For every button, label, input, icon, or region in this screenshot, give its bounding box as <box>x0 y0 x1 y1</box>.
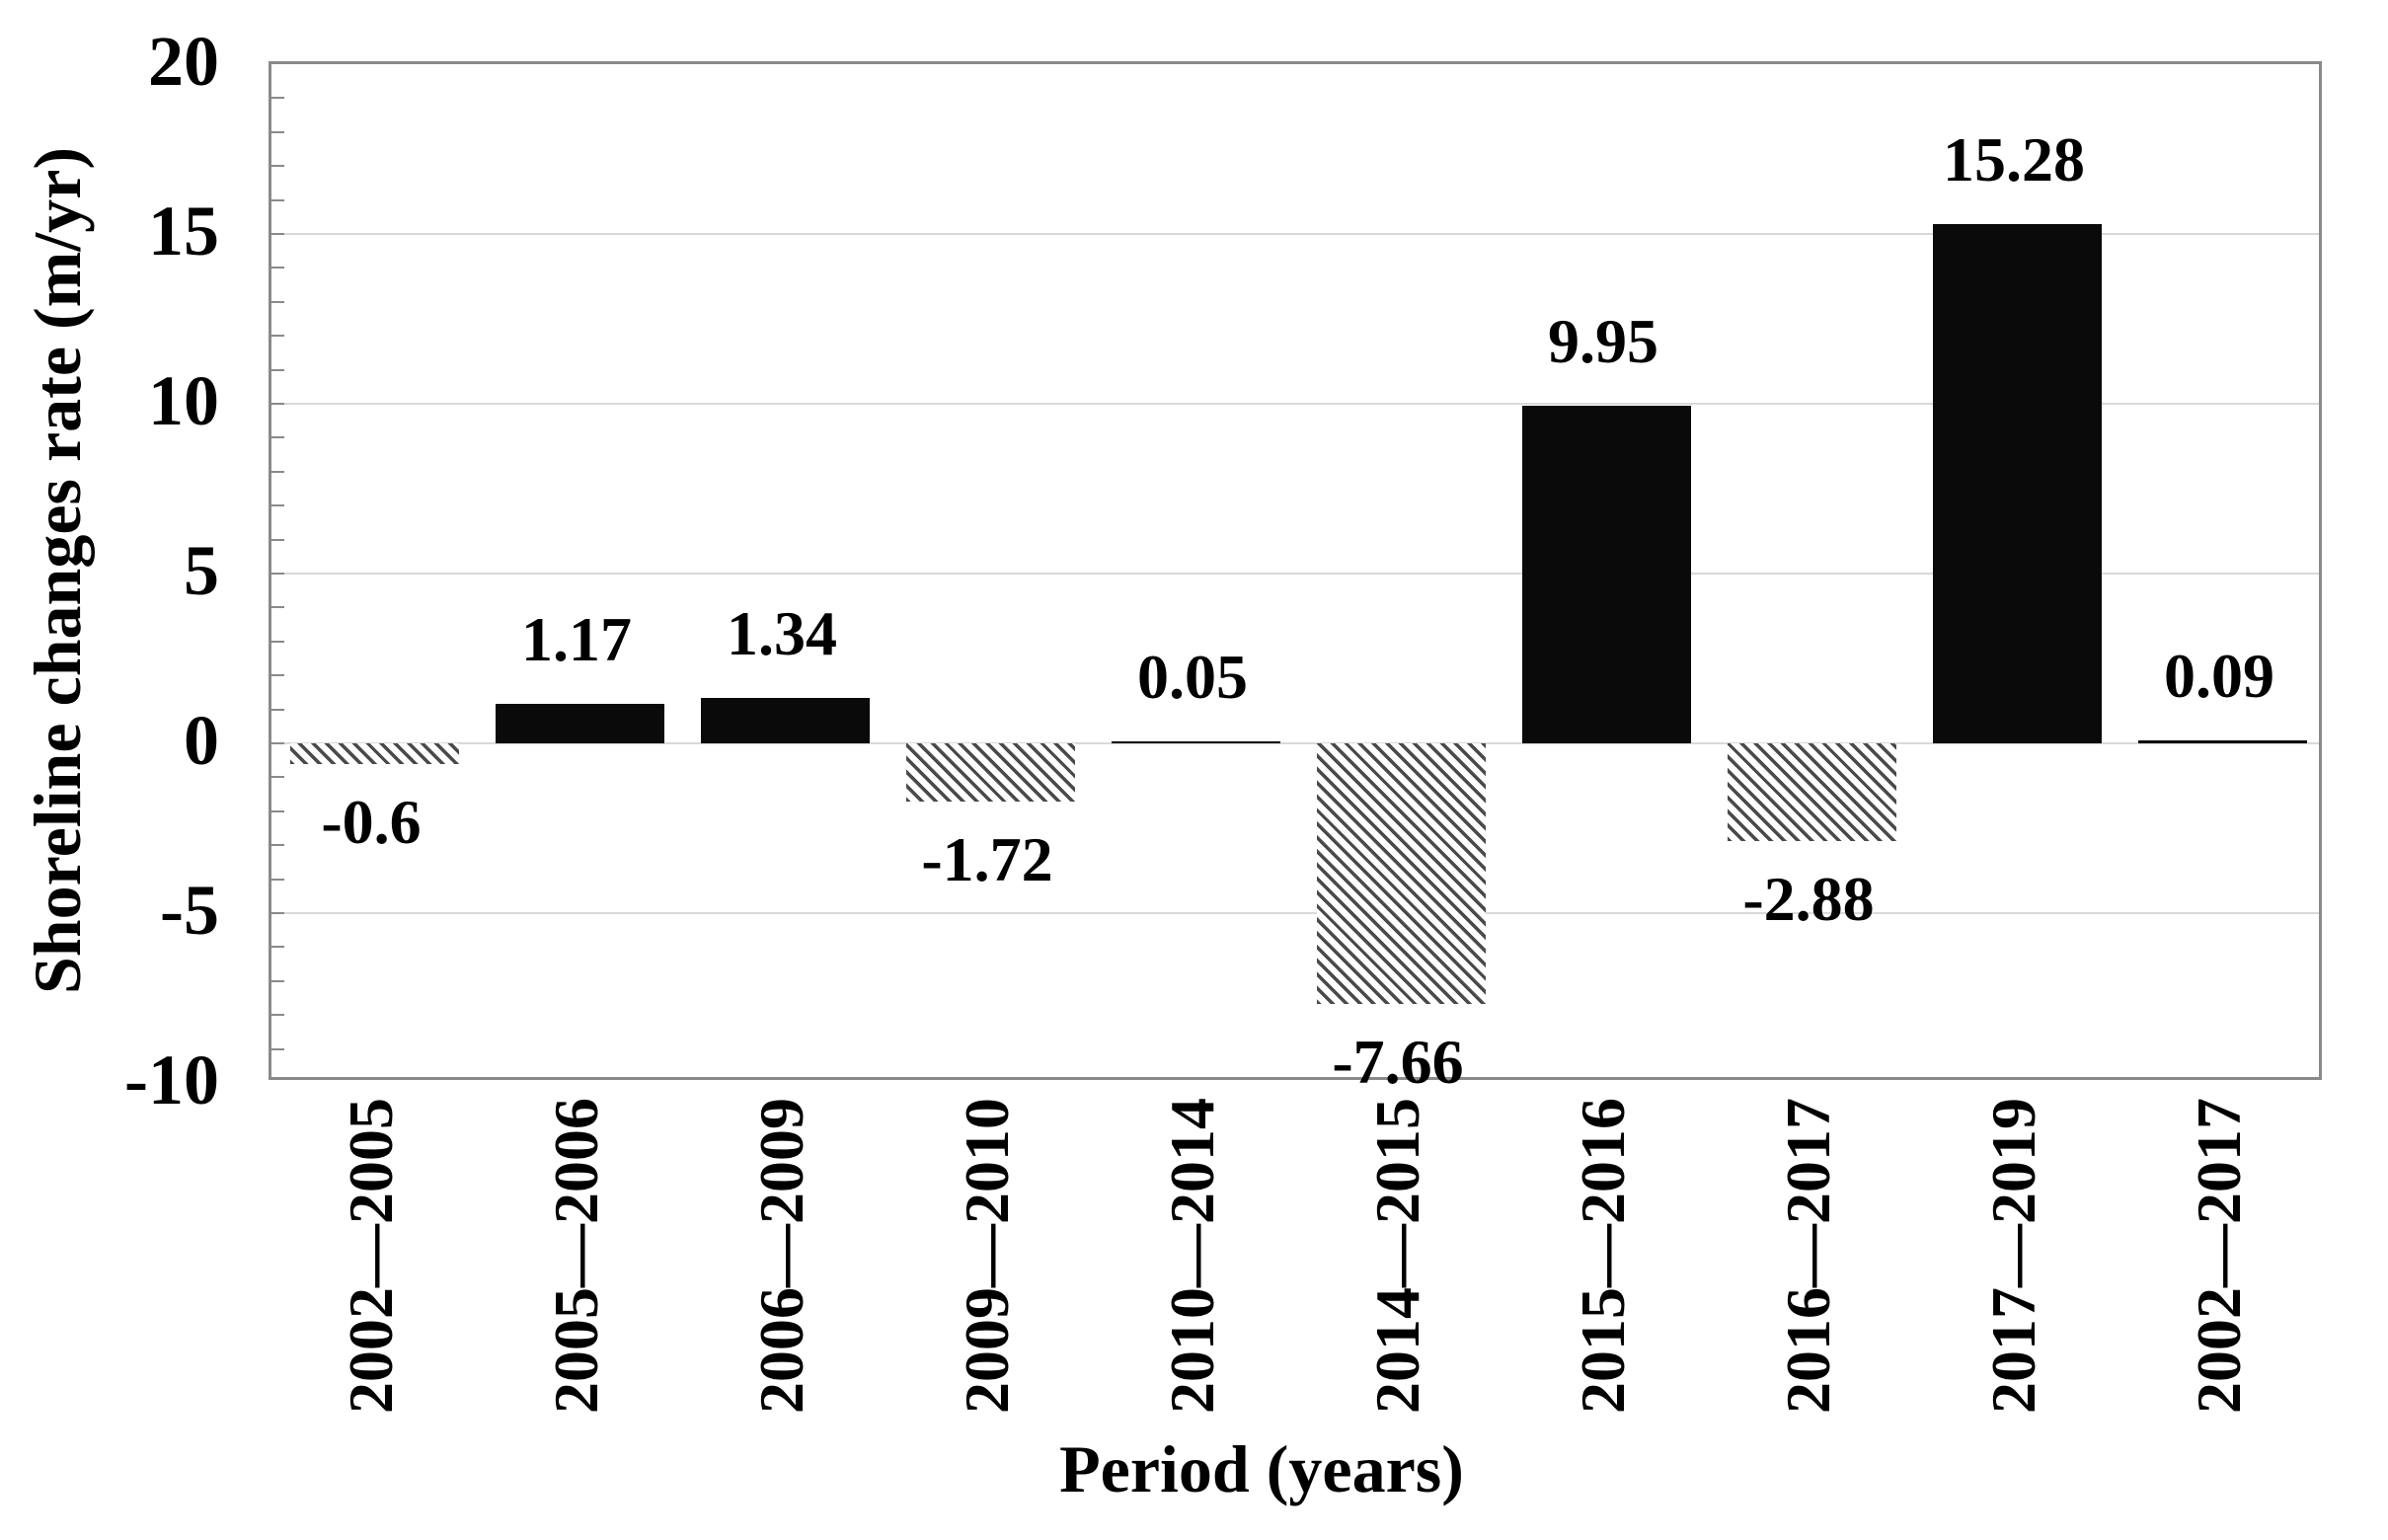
y-axis-minor-tick <box>271 912 284 914</box>
x-tick-label: 2002—2017 <box>2184 1098 2254 1414</box>
bar-value-label: -2.88 <box>1742 864 1875 935</box>
bar-value-label: -1.72 <box>921 824 1053 895</box>
bar-2016—2017 <box>1727 743 1896 842</box>
y-axis-minor-tick <box>271 878 284 881</box>
y-axis-minor-tick <box>271 1047 284 1050</box>
x-tick-label: 2014—2015 <box>1362 1098 1432 1414</box>
y-axis-minor-tick <box>271 742 284 744</box>
x-tick-label: 2005—2006 <box>541 1098 611 1414</box>
bar-value-label: 1.17 <box>521 603 632 674</box>
y-tick-label: 10 <box>148 361 219 440</box>
x-tick-label: 2009—2010 <box>952 1098 1022 1414</box>
y-axis-minor-tick <box>271 640 284 643</box>
gridline-y-10 <box>271 403 2319 405</box>
bar-value-label: 1.34 <box>727 597 837 668</box>
y-axis-minor-tick <box>271 844 284 847</box>
y-tick-label: 20 <box>148 22 219 101</box>
plot-area <box>269 61 2322 1080</box>
bar-2005—2006 <box>495 703 664 743</box>
y-axis-minor-tick <box>271 233 284 235</box>
y-axis-minor-tick <box>271 538 284 541</box>
x-tick-label: 2015—2016 <box>1568 1098 1638 1414</box>
y-axis-minor-tick <box>271 504 284 507</box>
y-axis-minor-tick <box>271 368 284 371</box>
y-axis-minor-tick <box>271 97 284 100</box>
bar-value-label: 9.95 <box>1548 305 1658 376</box>
bar-2002—2005 <box>289 743 459 764</box>
gridline-y-5 <box>271 573 2319 575</box>
x-tick-label: 2016—2017 <box>1773 1098 1843 1414</box>
gridline-y--5 <box>271 912 2319 914</box>
y-axis-minor-tick <box>271 436 284 439</box>
y-tick-label: 15 <box>148 192 219 270</box>
y-tick-label: 0 <box>184 701 219 780</box>
x-tick-label: 2017—2019 <box>1978 1098 2048 1414</box>
bar-value-label: 15.28 <box>1943 124 2085 195</box>
y-axis-minor-tick <box>271 776 284 779</box>
bar-2015—2016 <box>1521 405 1691 743</box>
y-axis-minor-tick <box>271 708 284 711</box>
y-axis-minor-tick <box>271 300 284 303</box>
y-axis-minor-tick <box>271 403 284 405</box>
y-axis-minor-tick <box>271 165 284 168</box>
y-axis-minor-tick <box>271 198 284 201</box>
bar-2017—2019 <box>1932 224 2102 743</box>
y-axis-minor-tick <box>271 979 284 982</box>
y-axis-minor-tick <box>271 335 284 338</box>
gridline-y-15 <box>271 233 2319 235</box>
y-axis-minor-tick <box>271 130 284 133</box>
y-axis-minor-tick <box>271 946 284 949</box>
x-tick-label: 2010—2014 <box>1157 1098 1227 1414</box>
y-axis-minor-tick <box>271 606 284 609</box>
bar-2006—2009 <box>700 697 870 743</box>
y-tick-label: 5 <box>184 531 219 610</box>
bar-value-label: -0.6 <box>321 786 422 857</box>
y-tick-label: -5 <box>160 871 219 950</box>
y-axis-minor-tick <box>271 809 284 812</box>
y-axis-minor-tick <box>271 573 284 575</box>
y-tick-label: -10 <box>124 1040 219 1119</box>
x-tick-label: 2006—2009 <box>746 1098 816 1414</box>
bar-value-label: -7.66 <box>1332 1026 1464 1097</box>
bar-2009—2010 <box>905 743 1075 803</box>
x-axis-title: Period (years) <box>1059 1431 1464 1506</box>
bar-value-label: 0.09 <box>2164 640 2274 711</box>
bar-value-label: 0.05 <box>1137 642 1248 713</box>
y-axis-minor-tick <box>271 674 284 677</box>
bar-2010—2014 <box>1111 741 1280 743</box>
gridline-y-0 <box>271 742 2319 744</box>
bar-2014—2015 <box>1316 743 1486 1004</box>
y-axis-minor-tick <box>271 1014 284 1017</box>
y-axis-minor-tick <box>271 470 284 473</box>
bar-2002—2017 <box>2137 739 2307 743</box>
x-tick-label: 2002—2005 <box>336 1098 406 1414</box>
y-axis-minor-tick <box>271 267 284 270</box>
